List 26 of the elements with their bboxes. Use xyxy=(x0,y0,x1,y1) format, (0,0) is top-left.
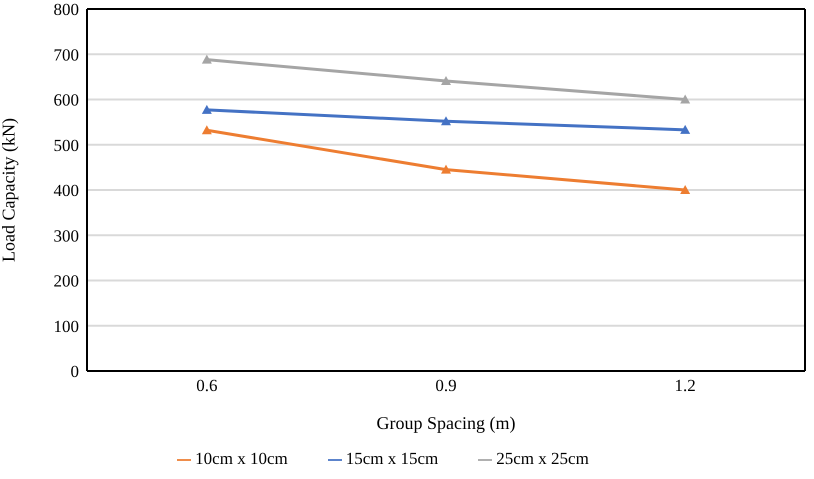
y-tick-label: 700 xyxy=(54,45,79,64)
point xyxy=(202,54,212,64)
y-tick-label: 400 xyxy=(54,181,79,200)
point xyxy=(441,76,451,85)
point xyxy=(441,164,451,174)
y-tick-label: 600 xyxy=(54,90,79,110)
x-axis-title: Group Spacing (m) xyxy=(376,413,516,433)
y-tick-label: 300 xyxy=(54,226,79,246)
point xyxy=(202,125,212,134)
y-tick-label: 100 xyxy=(54,316,79,336)
legend-label: 15cm x 15cm xyxy=(346,449,438,468)
point xyxy=(680,185,690,194)
y-tick-label: 200 xyxy=(54,272,79,291)
x-tick-label: 1.2 xyxy=(674,376,696,396)
x-tick-label: 0.9 xyxy=(435,376,457,396)
y-tick-label: 800 xyxy=(54,0,79,20)
point xyxy=(680,124,690,134)
y-tick-label: 0 xyxy=(70,362,79,382)
legend-label: 25cm x 25cm xyxy=(496,449,589,468)
point xyxy=(202,104,212,114)
legend-label: 10cm x 10cm xyxy=(195,449,288,468)
y-tick-label: 500 xyxy=(54,136,79,155)
x-tick-label: 0.6 xyxy=(196,376,218,396)
point xyxy=(680,94,690,104)
point xyxy=(441,116,451,126)
y-axis-title: Load Capacity (kN) xyxy=(0,118,18,262)
